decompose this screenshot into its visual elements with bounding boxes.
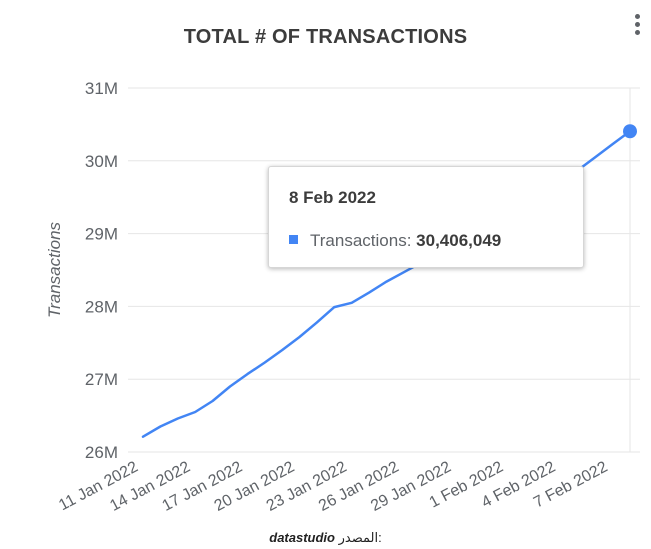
- y-axis-label: Transactions: [45, 221, 64, 318]
- tooltip-date: 8 Feb 2022: [289, 188, 376, 207]
- tooltip-row: Transactions: 30,406,049: [289, 231, 501, 251]
- highlighted-point[interactable]: [623, 124, 637, 139]
- y-tick-label: 31M: [85, 79, 118, 98]
- tooltip-series-label: Transactions:: [310, 231, 412, 250]
- menu-dot: [635, 30, 640, 35]
- y-tick-label: 27M: [85, 370, 118, 389]
- tooltip: 8 Feb 2022 Transactions: 30,406,049: [268, 166, 584, 268]
- menu-dot: [635, 22, 640, 27]
- tooltip-value: 30,406,049: [416, 231, 502, 250]
- y-tick-label: 26M: [85, 443, 118, 462]
- grid: [128, 87, 640, 453]
- more-vert-icon[interactable]: [632, 12, 644, 38]
- y-axis: 26M 27M 28M 29M 30M 31M: [85, 79, 118, 462]
- source-caption: datastudio المصدر:: [0, 530, 651, 546]
- y-tick-label: 30M: [85, 152, 118, 171]
- y-tick-label: 28M: [85, 297, 118, 316]
- chart-title: TOTAL # OF TRANSACTIONS: [183, 26, 468, 48]
- menu-dot: [635, 14, 640, 19]
- source-value: datastudio: [269, 530, 335, 545]
- series-swatch: [289, 235, 298, 245]
- source-label: المصدر:: [338, 530, 382, 545]
- y-tick-label: 29M: [85, 225, 118, 244]
